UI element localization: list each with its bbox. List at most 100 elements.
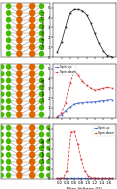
Spin down (73, 130, 75, 132)
Circle shape (39, 30, 44, 36)
Circle shape (6, 71, 11, 77)
Spin down (101, 177, 103, 180)
Circle shape (6, 91, 11, 97)
Spin down (66, 170, 68, 172)
Circle shape (29, 138, 35, 145)
Circle shape (6, 3, 11, 9)
Line: Spin down: Spin down (56, 130, 113, 179)
Circle shape (46, 146, 51, 151)
Circle shape (0, 159, 4, 164)
Circle shape (6, 84, 11, 90)
Circle shape (39, 105, 44, 111)
Circle shape (46, 139, 51, 144)
Circle shape (6, 37, 11, 43)
Circle shape (6, 10, 11, 16)
X-axis label: Bias Voltage (V): Bias Voltage (V) (67, 187, 102, 189)
Circle shape (6, 44, 11, 50)
Circle shape (39, 172, 44, 178)
Circle shape (29, 84, 35, 91)
Y-axis label: Conductance (G₀): Conductance (G₀) (42, 11, 46, 49)
Circle shape (39, 159, 44, 165)
Spin up (78, 102, 79, 104)
Circle shape (6, 77, 11, 84)
Line: Spin down: Spin down (57, 70, 112, 118)
Spin up (98, 177, 99, 180)
Circle shape (16, 145, 23, 152)
Spin down (77, 143, 78, 145)
Circle shape (29, 23, 35, 30)
Spin down (59, 177, 61, 180)
Spin down (86, 84, 87, 86)
Circle shape (16, 111, 23, 118)
Circle shape (0, 146, 4, 151)
Spin down (70, 131, 71, 133)
Spin down (82, 80, 83, 82)
Circle shape (39, 17, 44, 23)
Spin down (98, 88, 100, 90)
Circle shape (0, 152, 4, 157)
Circle shape (16, 77, 23, 84)
Y-axis label: ZMgCl₂-ClMg: ZMgCl₂-ClMg (0, 80, 1, 102)
Circle shape (6, 30, 11, 36)
Spin up (80, 177, 82, 180)
Spin down (63, 177, 64, 179)
Circle shape (6, 24, 11, 29)
Circle shape (29, 30, 35, 37)
Spin up (112, 177, 113, 180)
Legend: Spin up, Spin down: Spin up, Spin down (54, 64, 76, 75)
Circle shape (39, 77, 44, 84)
Circle shape (0, 139, 4, 144)
Spin up (86, 101, 87, 103)
Line: Spin up: Spin up (57, 99, 112, 118)
Circle shape (29, 124, 35, 131)
Spin down (61, 112, 62, 114)
Circle shape (46, 173, 51, 178)
Circle shape (39, 3, 44, 9)
Spin up (57, 116, 58, 118)
Spin up (84, 177, 85, 180)
Circle shape (16, 37, 23, 44)
Circle shape (29, 16, 35, 23)
Circle shape (29, 172, 35, 179)
Spin down (87, 174, 89, 177)
Circle shape (0, 92, 4, 97)
Spin down (103, 87, 104, 89)
Circle shape (29, 158, 35, 165)
Y-axis label: Current (μA): Current (μA) (42, 77, 46, 104)
Circle shape (16, 131, 23, 138)
Circle shape (6, 17, 11, 23)
Circle shape (39, 98, 44, 104)
Spin up (56, 177, 57, 180)
Circle shape (29, 77, 35, 84)
Circle shape (16, 165, 23, 172)
Circle shape (39, 24, 44, 29)
Circle shape (39, 166, 44, 171)
Circle shape (29, 165, 35, 172)
Spin down (56, 177, 57, 180)
Circle shape (16, 158, 23, 165)
Circle shape (0, 112, 4, 117)
Circle shape (0, 105, 4, 110)
Circle shape (46, 125, 51, 130)
Circle shape (16, 43, 23, 50)
Circle shape (0, 64, 4, 69)
Circle shape (29, 145, 35, 152)
Spin up (73, 177, 75, 180)
Circle shape (39, 138, 44, 144)
Circle shape (39, 131, 44, 137)
Spin down (94, 89, 96, 91)
Circle shape (16, 70, 23, 77)
Circle shape (6, 131, 11, 137)
Circle shape (6, 145, 11, 151)
Y-axis label: Current (μA): Current (μA) (42, 138, 46, 165)
Spin down (111, 87, 112, 89)
Spin down (65, 102, 66, 104)
Circle shape (39, 91, 44, 97)
Circle shape (29, 151, 35, 158)
Circle shape (29, 37, 35, 44)
Spin up (65, 110, 66, 112)
Line: Spin up: Spin up (56, 178, 113, 179)
Circle shape (39, 145, 44, 151)
Circle shape (39, 152, 44, 158)
Circle shape (0, 173, 4, 178)
